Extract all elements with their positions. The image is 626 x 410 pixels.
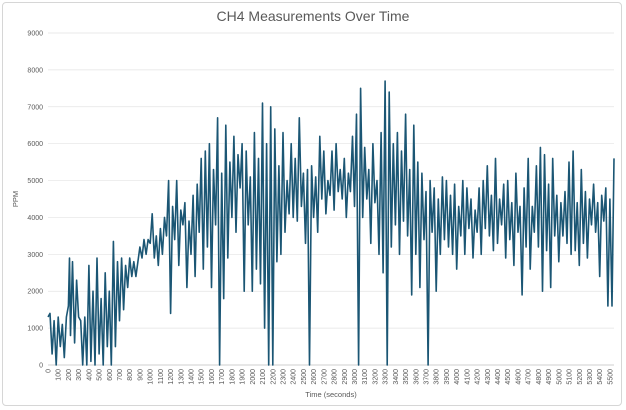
- x-tick-label: 400: [86, 369, 93, 381]
- x-tick-label: 2700: [321, 369, 328, 385]
- gridlines: [48, 32, 614, 329]
- x-axis-label: Time (seconds): [305, 390, 357, 399]
- x-tick-label: 5200: [577, 369, 584, 385]
- x-tick-label: 3200: [372, 369, 379, 385]
- x-axis-ticks: 0 100 200 300 400 500 600 700 800 900 1000 1100 1200…: [46, 369, 615, 385]
- x-tick-label: 5000: [556, 369, 563, 385]
- x-tick-label: 1400: [189, 369, 196, 385]
- x-tick-label: 0: [46, 369, 53, 373]
- x-tick-label: 5100: [567, 369, 574, 385]
- x-tick-label: 1900: [240, 369, 247, 385]
- chart-frame: [2, 2, 622, 406]
- x-tick-label: 3600: [413, 369, 420, 385]
- x-tick-label: 600: [107, 369, 114, 381]
- x-tick-label: 5400: [597, 369, 604, 385]
- x-tick-label: 900: [137, 369, 144, 381]
- x-tick-label: 100: [56, 369, 63, 381]
- y-axis-label: PPM: [11, 191, 20, 207]
- y-tick-label: 7000: [27, 104, 43, 111]
- y-tick-label: 0: [39, 363, 43, 370]
- x-tick-label: 3700: [424, 369, 431, 385]
- x-tick-label: 200: [66, 369, 73, 381]
- x-tick-label: 2300: [280, 369, 287, 385]
- x-tick-label: 4100: [464, 369, 471, 385]
- x-tick-label: 2800: [332, 369, 339, 385]
- x-tick-label: 1300: [178, 369, 185, 385]
- x-tick-label: 2600: [311, 369, 318, 385]
- x-tick-label: 3900: [444, 369, 451, 385]
- series-line: [47, 80, 615, 366]
- x-tick-label: 2900: [342, 369, 349, 385]
- y-tick-label: 4000: [27, 215, 43, 222]
- x-tick-label: 500: [97, 369, 104, 381]
- x-tick-label: 3000: [352, 369, 359, 385]
- x-tick-label: 800: [127, 369, 134, 381]
- x-tick-label: 4800: [536, 369, 543, 385]
- x-tick-label: 1500: [199, 369, 206, 385]
- x-tick-label: 3100: [362, 369, 369, 385]
- x-tick-label: 3400: [393, 369, 400, 385]
- y-tick-label: 6000: [27, 141, 43, 148]
- x-tick-label: 1700: [219, 369, 226, 385]
- x-tick-label: 4900: [546, 369, 553, 385]
- y-tick-label: 9000: [27, 31, 43, 38]
- x-tick-label: 1200: [168, 369, 175, 385]
- x-tick-label: 2200: [270, 369, 277, 385]
- x-tick-label: 300: [76, 369, 83, 381]
- x-tick-label: 4200: [475, 369, 482, 385]
- x-tick-label: 1800: [229, 369, 236, 385]
- x-tick-label: 3300: [383, 369, 390, 385]
- x-tick-label: 3500: [403, 369, 410, 385]
- x-tick-label: 1600: [209, 369, 216, 385]
- y-axis-ticks: 0 1000 2000 3000 4000 5000 6000 7000 8000 9000: [27, 31, 43, 370]
- x-tick-label: 1100: [158, 369, 165, 384]
- y-tick-label: 5000: [27, 178, 43, 185]
- x-tick-label: 4400: [495, 369, 502, 385]
- y-tick-label: 2000: [27, 289, 43, 296]
- x-tick-label: 2000: [250, 369, 257, 385]
- x-tick-label: 4500: [505, 369, 512, 385]
- chart-title: CH4 Measurements Over Time: [217, 8, 410, 24]
- x-tick-label: 4600: [515, 369, 522, 385]
- y-tick-label: 8000: [27, 67, 43, 74]
- x-tick-label: 2400: [291, 369, 298, 385]
- x-tick-label: 4000: [454, 369, 461, 385]
- x-tick-label: 1000: [148, 369, 155, 385]
- x-tick-label: 3800: [434, 369, 441, 385]
- x-tick-label: 4700: [526, 369, 533, 385]
- x-tick-label: 700: [117, 369, 124, 381]
- x-tick-label: 2100: [260, 369, 267, 385]
- y-tick-label: 1000: [27, 326, 43, 333]
- x-tick-label: 5300: [587, 369, 594, 385]
- y-tick-label: 3000: [27, 252, 43, 259]
- x-tick-label: 2500: [301, 369, 308, 385]
- x-tick-label: 5500: [607, 369, 614, 385]
- x-tick-label: 4300: [485, 369, 492, 385]
